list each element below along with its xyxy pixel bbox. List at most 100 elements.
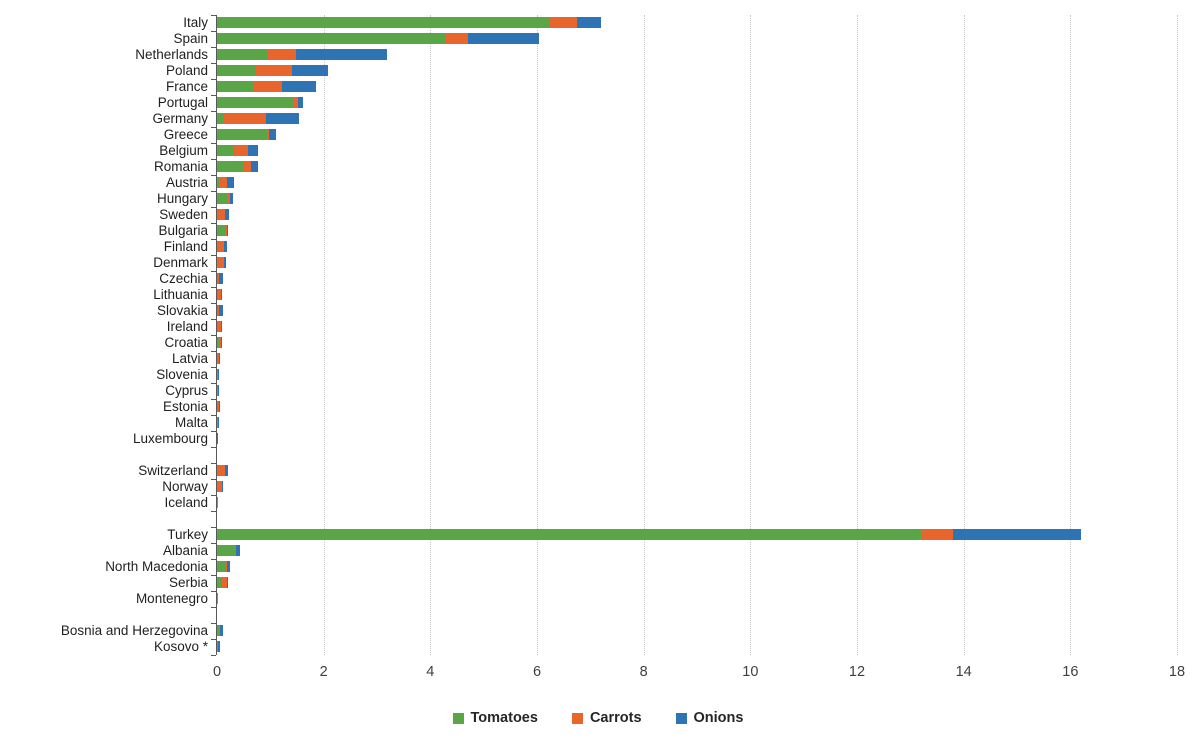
category-label: Finland <box>163 239 208 254</box>
y-axis-tick <box>211 607 216 608</box>
x-tick-label: 16 <box>1062 664 1079 680</box>
category-label: Albania <box>162 543 208 558</box>
bar-segment-onions <box>226 577 228 588</box>
gridline <box>963 15 965 655</box>
category-label: Romania <box>153 159 208 174</box>
x-tick-label: 4 <box>426 664 435 680</box>
y-axis-tick <box>211 175 216 176</box>
bar-segment-onions <box>220 337 222 348</box>
bar-segment-onions <box>218 401 220 412</box>
bar-segment-carrots <box>218 273 220 284</box>
bar-segment-tomatoes <box>217 561 226 572</box>
bar-row <box>217 129 277 140</box>
bar-segment-carrots <box>446 33 468 44</box>
bar-segment-carrots <box>266 129 269 140</box>
bar-row <box>217 385 219 396</box>
bar-segment-onions <box>292 65 328 76</box>
bar-segment-tomatoes <box>217 17 551 28</box>
y-axis-tick <box>211 623 216 624</box>
bar-row <box>217 321 223 332</box>
gridline <box>1070 15 1072 655</box>
y-axis-tick <box>211 63 216 64</box>
bar-row <box>217 273 223 284</box>
bar-segment-onions <box>224 241 227 252</box>
bar-segment-carrots <box>222 577 227 588</box>
bar-segment-onions <box>268 129 277 140</box>
category-label: Hungary <box>156 191 208 206</box>
y-axis-tick <box>211 591 216 592</box>
bar-segment-carrots <box>234 545 236 556</box>
bar-segment-carrots <box>233 145 249 156</box>
y-axis-tick <box>211 511 216 512</box>
carrots-swatch-icon <box>571 712 583 724</box>
bar-row <box>217 433 218 444</box>
bar-row <box>217 113 299 124</box>
bar-row <box>217 193 233 204</box>
bar-row <box>217 145 258 156</box>
bar-segment-onions <box>251 161 259 172</box>
gridline <box>750 15 752 655</box>
bar-segment-tomatoes <box>217 305 218 316</box>
category-label: Germany <box>152 111 208 126</box>
onions-swatch-icon <box>675 712 687 724</box>
bar-row <box>217 545 240 556</box>
bar-row <box>217 257 227 268</box>
bar-segment-tomatoes <box>217 225 227 236</box>
category-label: Switzerland <box>138 463 208 478</box>
bar-row <box>217 33 539 44</box>
bar-row <box>217 353 220 364</box>
legend-label-onions: Onions <box>693 710 744 726</box>
category-label: Luxembourg <box>132 431 208 446</box>
bar-segment-onions <box>226 177 235 188</box>
y-axis-tick <box>211 191 216 192</box>
bar-segment-carrots <box>217 305 219 316</box>
bar-segment-tomatoes <box>217 49 267 60</box>
y-axis-tick <box>211 159 216 160</box>
bar-row <box>217 401 220 412</box>
bar-row <box>217 65 328 76</box>
y-axis-tick <box>211 143 216 144</box>
bar-segment-onions <box>298 97 303 108</box>
bar-segment-onions <box>219 273 223 284</box>
gridline <box>537 15 538 655</box>
bar-row <box>217 177 235 188</box>
bar-segment-tomatoes <box>217 161 244 172</box>
bar-segment-carrots <box>217 257 224 268</box>
category-label: Kosovo * <box>153 639 208 654</box>
bar-segment-tomatoes <box>217 97 293 108</box>
y-axis-tick <box>211 319 216 320</box>
gridline <box>1177 15 1178 655</box>
bar-segment-carrots <box>225 561 227 572</box>
bar-segment-onions <box>295 49 387 60</box>
category-label: Iceland <box>164 495 208 510</box>
bar-row <box>217 289 223 300</box>
bar-segment-carrots <box>255 65 293 76</box>
legend-label-carrots: Carrots <box>589 710 642 726</box>
bar-row <box>217 625 224 636</box>
y-axis-tick <box>211 47 216 48</box>
y-axis-tick <box>211 335 216 336</box>
y-axis-tick <box>211 31 216 32</box>
category-label: Norway <box>162 479 208 494</box>
x-tick-label: 12 <box>848 664 866 680</box>
bar-segment-tomatoes <box>217 241 218 252</box>
category-label: Poland <box>165 63 208 78</box>
bar-segment-carrots <box>292 97 299 108</box>
legend-item-onions: Onions <box>675 710 744 726</box>
category-label: Ireland <box>166 319 208 334</box>
y-axis-tick <box>211 367 216 368</box>
category-label: Bulgaria <box>158 223 208 238</box>
y-axis-tick <box>211 239 216 240</box>
x-tick-label: 8 <box>639 664 648 680</box>
bar-segment-carrots <box>227 193 230 204</box>
x-tick-label: 10 <box>742 664 759 680</box>
y-axis-tick <box>211 495 216 496</box>
category-label: Netherlands <box>135 47 208 62</box>
bar-segment-carrots <box>217 481 223 492</box>
bar-segment-tomatoes <box>217 417 218 428</box>
bar-segment-carrots <box>217 369 219 380</box>
y-axis-tick <box>211 79 216 80</box>
x-tick-label: 18 <box>1168 664 1186 680</box>
bar-segment-carrots <box>266 49 296 60</box>
